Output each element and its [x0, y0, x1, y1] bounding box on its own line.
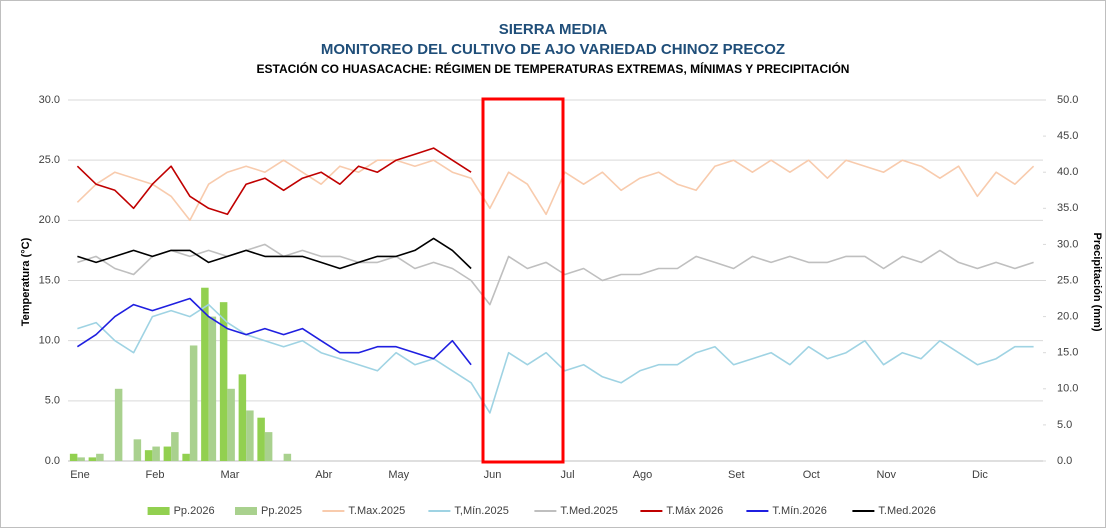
x-tick-label: Set	[728, 469, 745, 481]
y-tick-label: 10.0	[39, 335, 60, 347]
y2-tick-label: 25.0	[1057, 274, 1078, 286]
precip-bar	[77, 457, 85, 461]
precip-bar	[69, 453, 78, 461]
legend-label: T.Med.2025	[560, 505, 617, 517]
y2-tick-label: 35.0	[1057, 202, 1078, 214]
y-tick-label: 30.0	[39, 94, 60, 106]
precip-bar	[227, 388, 235, 461]
precip-bar	[96, 453, 104, 461]
legend-label: T,Mín.2025	[454, 505, 508, 517]
x-tick-label: Nov	[876, 469, 896, 481]
x-tick-label: Feb	[146, 469, 165, 481]
precip-bar	[152, 446, 160, 461]
temperature-line	[77, 303, 1034, 414]
precip-bar	[201, 287, 209, 461]
x-tick-label: Ene	[70, 469, 90, 481]
x-tick-label: Mar	[221, 469, 240, 481]
legend-label: T.Máx 2026	[666, 505, 723, 517]
precip-bar	[163, 446, 172, 461]
precip-bar	[88, 457, 97, 461]
x-tick-label: May	[388, 469, 409, 481]
x-tick-label: Jul	[560, 469, 574, 481]
precip-bar	[133, 439, 142, 461]
y2-tick-label: 30.0	[1057, 238, 1078, 250]
legend-label: Pp.2026	[174, 505, 215, 517]
x-tick-label: Ago	[633, 469, 653, 481]
y-tick-label: 15.0	[39, 274, 60, 286]
precip-bar	[114, 388, 123, 461]
y2-tick-label: 40.0	[1057, 166, 1078, 178]
y-tick-label: 20.0	[39, 214, 60, 226]
temperature-line	[77, 237, 472, 270]
x-tick-label: Dic	[972, 469, 988, 481]
y2-tick-label: 0.0	[1057, 455, 1072, 467]
x-tick-label: Abr	[315, 469, 332, 481]
legend-label: T.Med.2026	[878, 505, 935, 517]
legend-label: Pp.2025	[261, 505, 302, 517]
y2-tick-label: 5.0	[1057, 419, 1072, 431]
precip-bar	[182, 453, 190, 461]
precip-bar	[208, 316, 217, 461]
y2-tick-label: 45.0	[1057, 130, 1078, 142]
y2-tick-label: 50.0	[1057, 94, 1078, 106]
y-tick-label: 5.0	[45, 395, 60, 407]
x-tick-label: Oct	[803, 469, 820, 481]
temperature-line	[76, 297, 472, 366]
chart-title: SIERRA MEDIA	[499, 21, 608, 38]
precip-bar	[257, 417, 265, 461]
legend-swatch	[147, 507, 170, 515]
y-tick-label: 0.0	[45, 455, 60, 467]
y2-tick-label: 15.0	[1057, 347, 1078, 359]
x-tick-label: Jun	[484, 469, 502, 481]
precip-bar	[219, 302, 228, 461]
chart-subtitle: ESTACIÓN CO HUASACACHE: RÉGIMEN DE TEMPE…	[257, 61, 850, 76]
legend-label: T.Max.2025	[348, 505, 405, 517]
y2-axis-label: Precipitación (mm)	[1091, 232, 1103, 331]
precip-bar	[264, 432, 273, 461]
precip-bar	[246, 410, 254, 461]
precip-bar	[238, 374, 247, 461]
plot-area: 0.0 5.0 10.0 15.0 20.0 25.0 30.0 0.0 5.0 10.0 15.0…	[39, 94, 1079, 481]
temperature-line	[76, 147, 472, 216]
y2-tick-label: 20.0	[1057, 311, 1078, 323]
legend-swatch	[235, 507, 257, 515]
y-tick-label: 25.0	[39, 154, 60, 166]
precip-bar	[283, 453, 292, 461]
highlight-box	[481, 97, 565, 464]
chart-subtitle: MONITOREO DEL CULTIVO DE AJO VARIEDAD CH…	[321, 41, 785, 58]
temperature-line	[76, 159, 1035, 222]
y-axis-label: Temperatura (°C)	[20, 237, 32, 326]
precip-bar	[144, 450, 153, 461]
y2-tick-label: 10.0	[1057, 383, 1078, 395]
precip-bar	[171, 432, 179, 461]
precip-bar	[189, 345, 198, 461]
legend-label: T.Mín.2026	[772, 505, 826, 517]
